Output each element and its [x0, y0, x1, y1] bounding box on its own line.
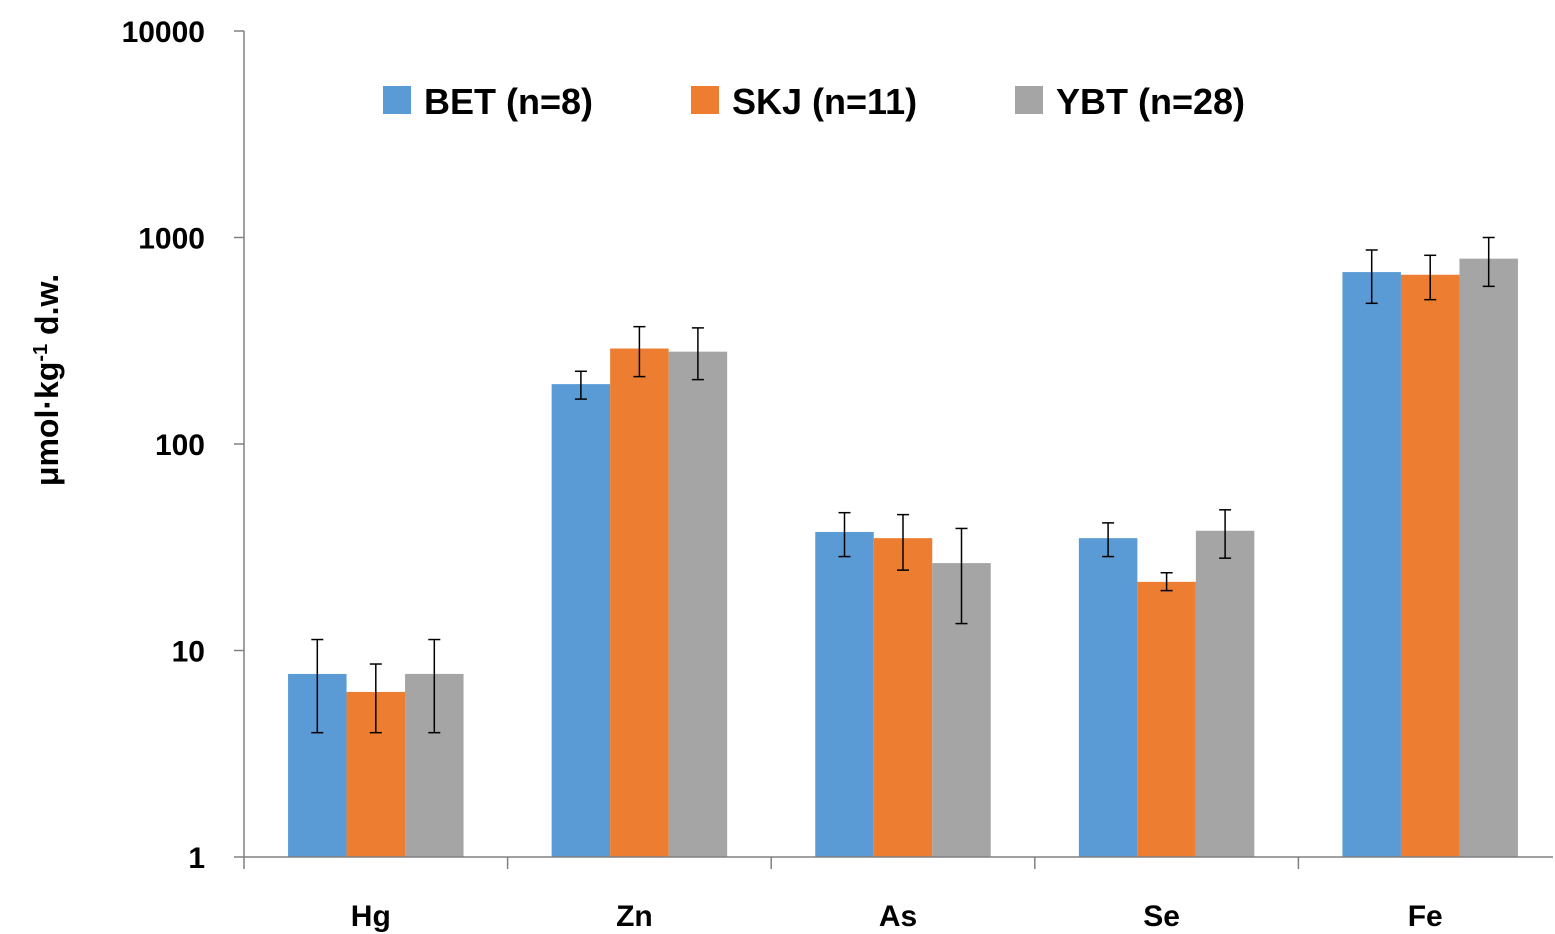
- legend-swatch: [1015, 86, 1043, 114]
- legend-swatch: [691, 86, 719, 114]
- y-tick-label: 1000: [138, 223, 205, 256]
- bar: [1342, 272, 1401, 857]
- legend-swatch: [383, 86, 411, 114]
- error-bars: [311, 236, 1495, 734]
- legend-label: YBT (n=28): [1056, 81, 1245, 122]
- x-tick-label: As: [879, 900, 917, 933]
- bar: [1137, 581, 1196, 857]
- y-ticks: 1 10 100 1000 10000: [122, 16, 244, 875]
- y-tick-label: 100: [155, 429, 205, 462]
- legend-label: BET (n=8): [424, 81, 593, 122]
- bar: [1400, 274, 1460, 858]
- y-tick-label: 10: [172, 636, 205, 669]
- legend-label: SKJ (n=11): [732, 81, 917, 122]
- y-tick-label: 10000: [122, 16, 205, 49]
- bar: [610, 348, 669, 857]
- bar: [1195, 530, 1255, 857]
- legend: BET (n=8) SKJ (n=11) YBT (n=28): [383, 81, 1245, 122]
- y-axis-title-superscript: -1: [30, 344, 52, 362]
- bars: [288, 258, 1518, 858]
- bar: [551, 384, 611, 857]
- x-tick-label: Se: [1143, 900, 1180, 933]
- x-ticks: Hg Zn As Se Fe: [243, 857, 1443, 933]
- y-tick-label: 1: [188, 842, 205, 875]
- bar: [668, 351, 728, 857]
- x-tick-label: Zn: [616, 900, 653, 933]
- x-tick-label: Hg: [351, 900, 391, 933]
- bar: [1078, 538, 1138, 857]
- y-axis-title-suffix: d.w.: [29, 274, 65, 344]
- bar: [873, 538, 933, 857]
- x-tick-label: Fe: [1408, 900, 1443, 933]
- y-axis-title-main: μmol·kg: [29, 362, 65, 486]
- bar: [815, 531, 874, 857]
- y-axis-title: μmol·kg-1 d.w.: [29, 274, 65, 486]
- bar: [1459, 258, 1518, 857]
